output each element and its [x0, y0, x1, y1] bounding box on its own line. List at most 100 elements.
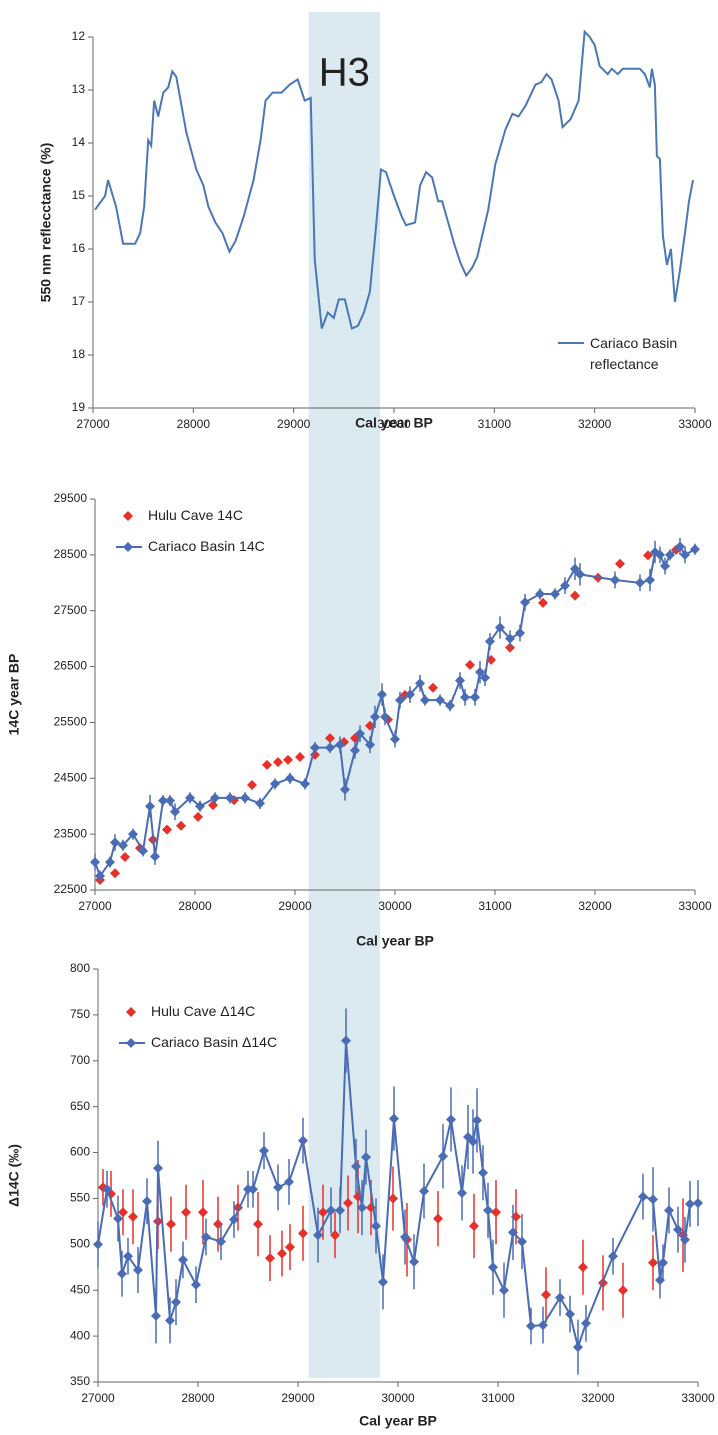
data-point	[538, 1320, 548, 1331]
data-point	[608, 1251, 618, 1262]
x-tick-label: 30000	[378, 899, 412, 913]
legend-label: Cariaco Basin Δ14C	[151, 1034, 278, 1050]
x-axis-title: Cal year BP	[355, 415, 433, 431]
data-point	[655, 1275, 665, 1286]
data-point	[581, 1318, 591, 1329]
x-tick-label: 27000	[76, 417, 110, 431]
data-point	[680, 1234, 690, 1245]
y-tick-label: 13	[72, 82, 86, 96]
y-tick-label: 22500	[54, 882, 88, 896]
data-point	[638, 1191, 648, 1202]
data-point	[389, 1113, 399, 1124]
y-axis-title: 14C year BP	[6, 654, 22, 736]
data-point	[355, 728, 365, 739]
x-tick-label: 27000	[81, 1391, 115, 1405]
data-point	[658, 1257, 668, 1268]
x-tick-label: 31000	[478, 899, 512, 913]
data-point	[273, 757, 283, 768]
data-point	[615, 558, 625, 569]
data-point	[357, 1202, 367, 1213]
y-axis-title: Δ14C (‰)	[6, 1144, 22, 1207]
y-tick-label: 750	[70, 1007, 90, 1021]
data-point	[295, 752, 305, 763]
legend-marker	[126, 1038, 136, 1048]
y-tick-label: 12	[72, 29, 86, 43]
data-point	[377, 689, 387, 700]
data-point	[390, 734, 400, 745]
y-tick-label: 18	[72, 347, 86, 361]
data-point	[247, 779, 257, 790]
data-point	[465, 659, 475, 670]
data-point	[325, 742, 335, 753]
data-point	[526, 1321, 536, 1332]
data-point	[133, 1265, 143, 1276]
y-tick-label: 15	[72, 188, 86, 202]
y-tick-label: 800	[70, 961, 90, 975]
y-tick-label: 14	[72, 135, 86, 149]
data-point	[138, 845, 148, 856]
highlight-label: H3	[319, 51, 370, 95]
data-point	[330, 1230, 340, 1241]
data-point	[158, 795, 168, 806]
data-point	[166, 1219, 176, 1230]
data-point	[643, 550, 653, 561]
data-point	[229, 1214, 239, 1225]
data-point	[110, 837, 120, 848]
data-point	[445, 700, 455, 711]
data-point	[117, 1268, 127, 1279]
legend-marker	[126, 1007, 136, 1017]
data-point	[499, 1285, 509, 1296]
legend-marker	[123, 511, 133, 521]
y-tick-label: 550	[70, 1191, 90, 1205]
data-point	[541, 1289, 551, 1300]
data-point	[565, 1309, 575, 1320]
x-tick-label: 31000	[481, 1391, 515, 1405]
data-point	[488, 1262, 498, 1273]
data-point	[201, 1231, 211, 1242]
y-tick-label: 26500	[54, 659, 88, 673]
x-tick-label: 29000	[277, 417, 311, 431]
data-point	[361, 1152, 371, 1163]
data-point	[318, 1207, 328, 1218]
x-tick-label: 29000	[278, 899, 312, 913]
data-point	[128, 829, 138, 840]
data-point	[575, 569, 585, 580]
legend-label: Cariaco Basin reflectance	[590, 335, 678, 372]
y-tick-label: 350	[70, 1374, 90, 1388]
data-point	[198, 1207, 208, 1218]
data-point	[270, 778, 280, 789]
y-tick-label: 17	[72, 294, 86, 308]
series-line	[94, 29, 694, 330]
data-point	[555, 1292, 565, 1303]
data-point	[325, 733, 335, 744]
data-point	[110, 868, 120, 879]
data-point	[610, 574, 620, 585]
data-point	[457, 1187, 467, 1198]
x-axis-title: Cal year BP	[356, 933, 434, 949]
data-point	[693, 1198, 703, 1209]
data-point	[475, 667, 485, 678]
y-tick-label: 700	[70, 1053, 90, 1067]
data-point	[378, 1276, 388, 1287]
x-tick-label: 30000	[377, 417, 411, 431]
y-tick-label: 19	[72, 400, 86, 414]
data-point	[495, 622, 505, 633]
y-tick-label: 25500	[54, 715, 88, 729]
data-point	[326, 1205, 336, 1216]
legend-label: Hulu Cave Δ14C	[151, 1003, 256, 1019]
x-tick-label: 31000	[478, 417, 512, 431]
data-point	[420, 695, 430, 706]
data-point	[284, 1176, 294, 1187]
data-point	[300, 778, 310, 789]
data-point	[178, 1254, 188, 1265]
data-point	[433, 1213, 443, 1224]
data-point	[405, 689, 415, 700]
data-point	[505, 642, 515, 653]
y-tick-label: 24500	[54, 770, 88, 784]
data-point	[185, 792, 195, 803]
data-point	[370, 711, 380, 722]
data-point	[285, 773, 295, 784]
data-point	[455, 675, 465, 686]
data-point	[435, 695, 445, 706]
data-point	[313, 1230, 323, 1241]
